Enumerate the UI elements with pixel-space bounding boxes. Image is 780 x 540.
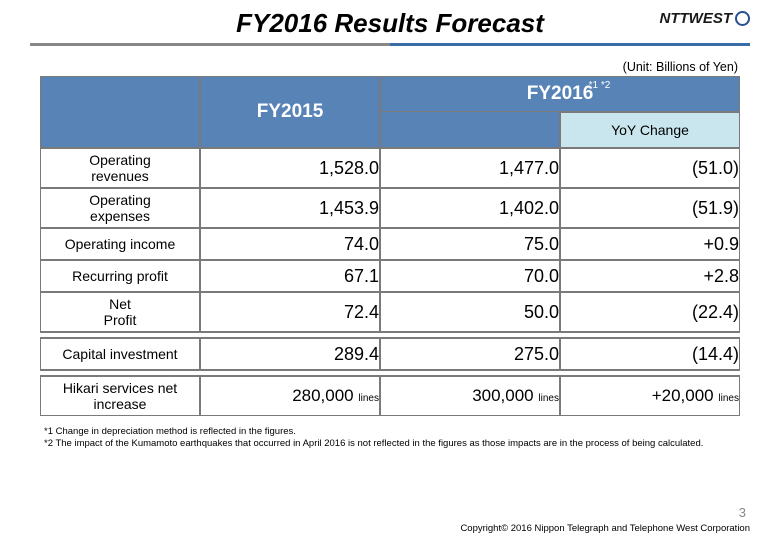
logo-ring-icon <box>735 11 750 26</box>
cell-fy2015: 1,453.9 <box>200 188 380 228</box>
cell-yoy: (22.4) <box>560 292 740 332</box>
table-row: Operatingrevenues1,528.01,477.0(51.0) <box>40 148 740 188</box>
footnote-2: *2 The impact of the Kumamoto earthquake… <box>44 438 780 450</box>
copyright: Copyright© 2016 Nippon Telegraph and Tel… <box>460 523 750 534</box>
table-body: Operatingrevenues1,528.01,477.0(51.0)Ope… <box>40 148 740 416</box>
cell-fy2016: 75.0 <box>380 228 560 260</box>
table-row: Capital investment289.4275.0(14.4) <box>40 338 740 370</box>
row-label: Operatingexpenses <box>40 188 200 228</box>
cell-yoy: +0.9 <box>560 228 740 260</box>
row-label: Operatingrevenues <box>40 148 200 188</box>
cell-fy2016: 300,000 lines <box>380 376 560 416</box>
header: FY2016 Results Forecast NTTWEST <box>0 0 780 50</box>
row-label: Operating income <box>40 228 200 260</box>
logo: NTTWEST <box>660 10 751 27</box>
cell-fy2015: 280,000 lines <box>200 376 380 416</box>
table-row: Operating income74.075.0+0.9 <box>40 228 740 260</box>
cell-fy2015: 72.4 <box>200 292 380 332</box>
header-row-1: FY2015 FY2016 *1 *2 <box>40 76 740 112</box>
table-row: Hikari services netincrease280,000 lines… <box>40 376 740 416</box>
col-fy2016-label: FY2016 <box>527 83 594 104</box>
table-row: NetProfit72.450.0(22.4) <box>40 292 740 332</box>
cell-yoy: (51.9) <box>560 188 740 228</box>
cell-yoy: (51.0) <box>560 148 740 188</box>
cell-yoy: +20,000 lines <box>560 376 740 416</box>
results-table: FY2015 FY2016 *1 *2 YoY Change Operating… <box>40 76 740 416</box>
cell-fy2016: 70.0 <box>380 260 560 292</box>
table-row: Recurring profit67.170.0+2.8 <box>40 260 740 292</box>
col-fy2015: FY2015 <box>200 76 380 148</box>
col-yoy: YoY Change <box>560 112 740 148</box>
col-fy2016-sup: *1 *2 <box>589 80 611 91</box>
row-label: NetProfit <box>40 292 200 332</box>
row-label: Hikari services netincrease <box>40 376 200 416</box>
col-fy2016: FY2016 *1 *2 <box>380 76 740 112</box>
cell-fy2016: 1,477.0 <box>380 148 560 188</box>
title-underline <box>30 43 750 46</box>
cell-fy2015: 289.4 <box>200 338 380 370</box>
cell-fy2015: 1,528.0 <box>200 148 380 188</box>
cell-yoy: (14.4) <box>560 338 740 370</box>
row-label: Capital investment <box>40 338 200 370</box>
cell-fy2016: 50.0 <box>380 292 560 332</box>
unit-label: (Unit: Billions of Yen) <box>0 50 780 76</box>
table-row: Operatingexpenses1,453.91,402.0(51.9) <box>40 188 740 228</box>
cell-fy2015: 74.0 <box>200 228 380 260</box>
cell-fy2015: 67.1 <box>200 260 380 292</box>
footnote-1: *1 Change in depreciation method is refl… <box>44 426 780 438</box>
logo-text: NTTWEST <box>660 10 733 27</box>
cell-fy2016: 1,402.0 <box>380 188 560 228</box>
page-title: FY2016 Results Forecast <box>30 8 750 39</box>
row-label: Recurring profit <box>40 260 200 292</box>
page-number: 3 <box>739 505 746 520</box>
footnotes: *1 Change in depreciation method is refl… <box>0 416 780 451</box>
header-blank <box>40 76 200 148</box>
col-fy2016-sub <box>380 112 560 148</box>
cell-fy2016: 275.0 <box>380 338 560 370</box>
cell-yoy: +2.8 <box>560 260 740 292</box>
